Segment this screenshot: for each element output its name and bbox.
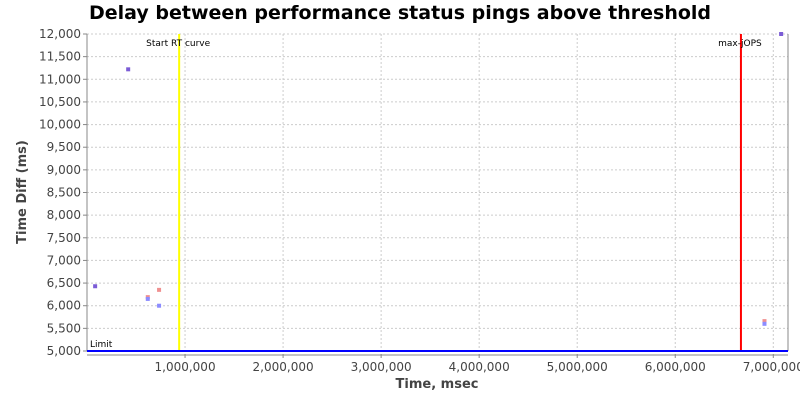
x-tick-label: 5,000,000 bbox=[547, 360, 608, 374]
chart-title: Delay between performance status pings a… bbox=[88, 2, 712, 24]
data-point bbox=[126, 67, 131, 72]
y-tick-label: 8,500 bbox=[47, 186, 81, 200]
data-point bbox=[762, 321, 767, 326]
x-tick-label: 3,000,000 bbox=[351, 360, 412, 374]
x-axis-label: Time, msec bbox=[396, 377, 479, 392]
y-tick-label: 7,500 bbox=[47, 231, 81, 245]
x-tick-label: 7,000,000 bbox=[743, 360, 800, 374]
y-tick-label: 5,000 bbox=[47, 344, 81, 358]
x-tick-label: 4,000,000 bbox=[449, 360, 510, 374]
x-tick-label: 1,000,000 bbox=[155, 360, 216, 374]
marker-label: Start RT curve bbox=[146, 39, 210, 49]
y-tick-label: 5,500 bbox=[47, 321, 81, 335]
marker-label: max-jOPS bbox=[718, 39, 762, 49]
y-tick-label: 11,500 bbox=[39, 50, 81, 64]
y-tick-label: 12,000 bbox=[39, 27, 81, 41]
y-tick-label: 6,500 bbox=[47, 276, 81, 290]
y-tick-label: 11,000 bbox=[39, 72, 81, 86]
y-tick-label: 6,000 bbox=[47, 299, 81, 313]
y-tick-label: 9,500 bbox=[47, 140, 81, 154]
data-point bbox=[93, 284, 98, 289]
data-point bbox=[762, 319, 767, 324]
data-point bbox=[157, 287, 162, 292]
y-tick-label: 8,000 bbox=[47, 208, 81, 222]
y-tick-label: 7,000 bbox=[47, 253, 81, 267]
y-tick-label: 9,000 bbox=[47, 163, 81, 177]
data-point bbox=[157, 303, 162, 308]
y-tick-label: 10,000 bbox=[39, 118, 81, 132]
y-axis-label: Time Diff (ms) bbox=[15, 140, 30, 244]
data-point bbox=[779, 32, 784, 36]
data-point bbox=[145, 296, 150, 301]
limit-label: Limit bbox=[90, 340, 113, 350]
x-tick-label: 2,000,000 bbox=[253, 360, 314, 374]
x-tick-label: 6,000,000 bbox=[645, 360, 706, 374]
y-tick-label: 10,500 bbox=[39, 95, 81, 109]
